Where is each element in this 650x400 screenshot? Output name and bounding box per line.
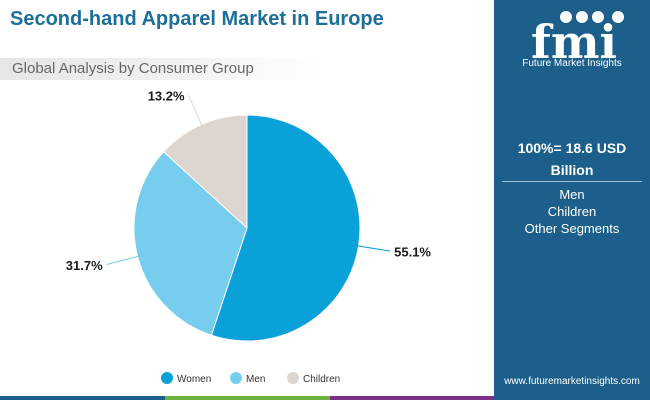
leader-line-children (188, 95, 206, 134)
info-panel: fmi Future Market Insights 100%= 18.6 US… (494, 0, 650, 400)
legend-swatch (287, 372, 299, 384)
pie-slices (133, 114, 361, 342)
data-label-men: 31.7% (66, 258, 103, 273)
stripe-blue (0, 396, 165, 400)
stripe-green (165, 396, 330, 400)
legend-swatch (230, 372, 242, 384)
legend: Women Men Children (161, 372, 340, 385)
legend-item-children: Children (287, 372, 340, 385)
pie-chart: 55.1% 31.7% 13.2% Women Men Children (66, 89, 432, 385)
segment-item: Other Segments (524, 221, 620, 236)
subtitle-band (0, 58, 320, 80)
chart-title: Second-hand Apparel Market in Europe (10, 8, 384, 30)
legend-item-women: Women (161, 372, 211, 385)
data-labels: 55.1% 31.7% 13.2% (66, 89, 432, 273)
fmi-logo: fmi (531, 11, 624, 69)
data-label-children: 13.2% (148, 89, 185, 104)
leader-line-women (348, 243, 391, 252)
brand-name: Future Market Insights (522, 58, 622, 69)
legend-label: Women (177, 374, 211, 385)
segment-item: Men (559, 187, 585, 202)
website-url[interactable]: www.futuremarketinsights.com (504, 376, 640, 387)
market-total: 100%= 18.6 USD Billion (502, 137, 642, 181)
logo-wordmark: fmi (531, 15, 617, 69)
legend-label: Children (303, 374, 340, 385)
legend-item-men: Men (230, 372, 265, 385)
segment-list: Men Children Other Segments (494, 186, 650, 237)
legend-label: Men (246, 374, 265, 385)
bottom-stripe (0, 396, 494, 400)
chart-subtitle: Global Analysis by Consumer Group (12, 60, 254, 77)
panel-divider (502, 181, 642, 182)
market-total-value: 100%= 18.6 USD (517, 140, 627, 156)
legend-swatch (161, 372, 173, 384)
market-total-unit: Billion (550, 162, 594, 178)
stripe-purple (330, 396, 494, 400)
leader-lines (106, 95, 391, 265)
data-label-women: 55.1% (394, 245, 431, 260)
leader-line-men (106, 253, 148, 265)
segment-item: Children (547, 204, 597, 219)
